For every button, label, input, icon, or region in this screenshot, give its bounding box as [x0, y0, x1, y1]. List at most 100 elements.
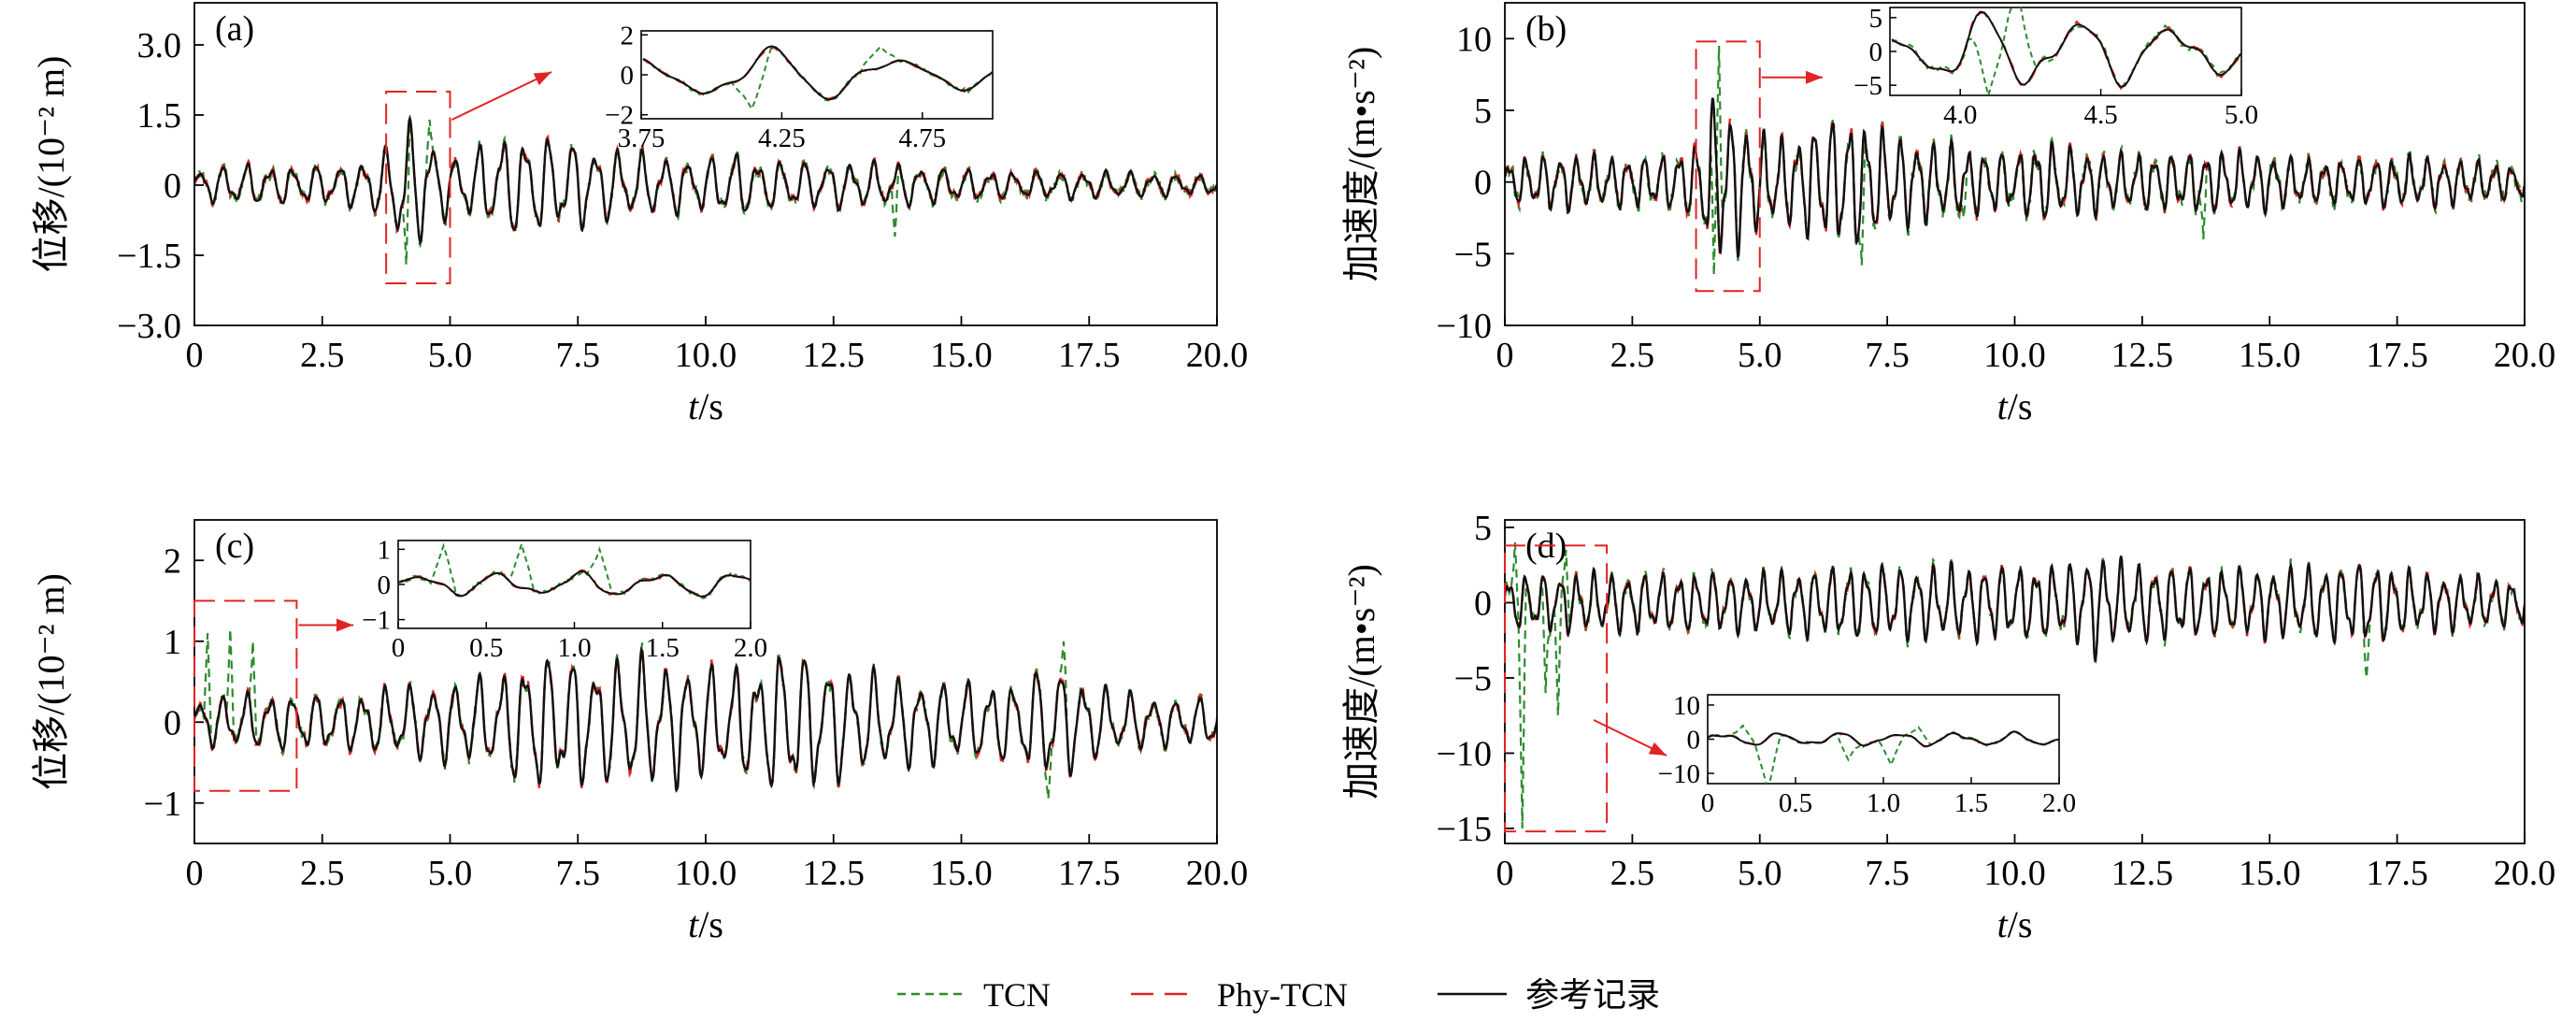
zoom-box-d	[1504, 544, 1609, 833]
x-tick-label: 12.5	[2111, 854, 2174, 893]
x-tick-label: 5.0	[1738, 336, 1782, 375]
inset-frame	[1889, 7, 2242, 96]
zoom-box-c	[193, 599, 298, 792]
inset-y-tick-label: −5	[1853, 71, 1882, 101]
plot-area-b	[1505, 45, 2525, 276]
x-tick-label: 12.5	[803, 336, 866, 375]
inset-plot-area	[642, 44, 993, 111]
panel-b: 0 2.5 5.0 7.5 10.0 12.5 15.0 17.5 20.0−10−50510t…	[1340, 2, 2555, 427]
x-tick-label: 20.0	[2494, 854, 2556, 893]
x-axis-label-c: t/s	[688, 903, 723, 945]
y-tick-label: 10	[1456, 20, 1492, 59]
inset-y-tick-label: 0	[1869, 37, 1883, 67]
x-axis-label-a: t/s	[688, 385, 723, 427]
inset-x-tick-label: 4.25	[758, 123, 806, 153]
plot-area-d	[1505, 542, 2525, 828]
panel-label-b: (b)	[1525, 9, 1567, 49]
inset-c: 0 0.5 1.0 1.5 2.0−101	[362, 535, 767, 663]
inset-frame	[397, 540, 751, 629]
x-tick-label: 0	[186, 854, 204, 893]
panel-label-a: (a)	[215, 9, 254, 49]
series-line-a-参考记录	[194, 114, 1217, 245]
y-tick-label: −1.5	[117, 237, 181, 276]
y-tick-label: 1.5	[137, 96, 182, 136]
inset-x-tick-label: 0	[1701, 788, 1715, 818]
x-axis-label-unit: /s	[2008, 385, 2033, 427]
y-tick-label: 5	[1474, 509, 1492, 548]
plot-area-a	[194, 114, 1217, 266]
inset-x-tick-label: 2.0	[734, 633, 767, 663]
y-tick-label: 0	[1474, 164, 1492, 203]
inset-x-tick-label: 4.75	[898, 123, 946, 153]
x-tick-label: 15.0	[930, 854, 993, 893]
x-axis-label-d: t/s	[1997, 903, 2033, 945]
x-tick-label: 15.0	[930, 336, 993, 375]
x-tick-label: 2.5	[1610, 336, 1655, 375]
inset-x-tick-label: 0.5	[469, 633, 503, 663]
series-line-c-参考记录	[194, 645, 1217, 793]
x-tick-label: 10.0	[1983, 854, 2046, 893]
x-tick-label: 7.5	[1865, 854, 1910, 893]
x-axis-label-var: t	[1997, 385, 2009, 427]
legend-label: 参考记录	[1525, 976, 1660, 1014]
y-tick-label: −10	[1437, 734, 1492, 773]
x-tick-label: 20.0	[1186, 336, 1249, 375]
x-tick-label: 5.0	[428, 854, 473, 893]
inset-y-tick-label: 5	[1869, 4, 1883, 34]
y-tick-label: −3.0	[117, 307, 181, 346]
x-tick-label: 2.5	[300, 336, 345, 375]
x-tick-label: 10.0	[675, 854, 737, 893]
y-axis-label-b: 加速度/(m•s⁻²)	[1340, 47, 1382, 282]
inset-x-tick-label: 0.5	[1779, 788, 1812, 818]
plot-area-c	[194, 628, 1217, 800]
y-axis-label-d: 加速度/(m•s⁻²)	[1340, 564, 1382, 800]
y-tick-label: −5	[1454, 235, 1492, 274]
inset-x-tick-label: 1.5	[1954, 788, 1988, 818]
inset-series-line-参考记录	[398, 569, 751, 598]
inset-plot-area	[398, 540, 751, 599]
zoom-arrow-head	[1806, 70, 1823, 84]
x-tick-label: 7.5	[1865, 336, 1910, 375]
x-tick-label: 20.0	[1186, 854, 1249, 893]
panel-a: 0 2.5 5.0 7.5 10.0 12.5 15.0 17.5 20.0 −3.0 −1.5 0 1…	[30, 2, 1249, 427]
inset-x-tick-label: 2.0	[2042, 788, 2076, 818]
x-tick-label: 10.0	[1983, 336, 2046, 375]
x-tick-label: 2.5	[1610, 854, 1655, 893]
y-tick-label: 3.0	[137, 26, 182, 65]
x-tick-label: 2.5	[300, 854, 345, 893]
series-line-d-参考记录	[1505, 555, 2525, 664]
inset-x-tick-label: 4.5	[2083, 100, 2117, 130]
panel-c: 0 2.5 5.0 7.5 10.0 12.5 15.0 17.5 20.0−1012t/s位移…	[30, 519, 1249, 945]
x-axis-label-var: t	[688, 903, 699, 945]
x-tick-label: 10.0	[675, 336, 737, 375]
y-axis-label-c: 位移/(10⁻² m)	[30, 573, 72, 790]
inset-series-line-参考记录	[1891, 10, 2241, 89]
inset-y-tick-label: −1	[362, 606, 391, 636]
zoom-arrow-head	[336, 618, 353, 632]
x-tick-label: 15.0	[2239, 854, 2301, 893]
x-tick-label: 12.5	[2111, 336, 2174, 375]
x-axis-label-unit: /s	[698, 903, 723, 945]
x-tick-label: 17.5	[1058, 336, 1121, 375]
inset-a: 3.75 4.25 4.75 −2 0 2	[605, 21, 994, 153]
inset-y-tick-label: −2	[605, 101, 634, 131]
inset-x-tick-label: 3.75	[618, 123, 665, 153]
x-tick-label: 7.5	[556, 854, 601, 893]
y-tick-label: 5	[1474, 92, 1492, 131]
panel-d: 0 2.5 5.0 7.5 10.0 12.5 15.0 17.5 20.0 −15 −10 −5 0 5…	[1340, 509, 2555, 945]
inset-y-tick-label: −10	[1658, 759, 1700, 789]
inset-y-tick-label: 0	[1687, 726, 1701, 756]
inset-x-tick-label: 1.0	[557, 633, 591, 663]
x-tick-label: 5.0	[428, 336, 473, 375]
x-axis-label-var: t	[688, 385, 699, 427]
inset-x-tick-label: 1.0	[1867, 788, 1900, 818]
zoom-arrow-head	[1648, 742, 1667, 756]
y-tick-label: 1	[164, 623, 181, 662]
inset-plot-area	[1891, 7, 2241, 95]
y-tick-label: −1	[144, 785, 181, 824]
inset-plot-area	[1708, 724, 2059, 784]
legend: TCN Phy-TCN 参考记录	[897, 976, 1660, 1014]
axes-frame-d	[1504, 519, 2526, 844]
